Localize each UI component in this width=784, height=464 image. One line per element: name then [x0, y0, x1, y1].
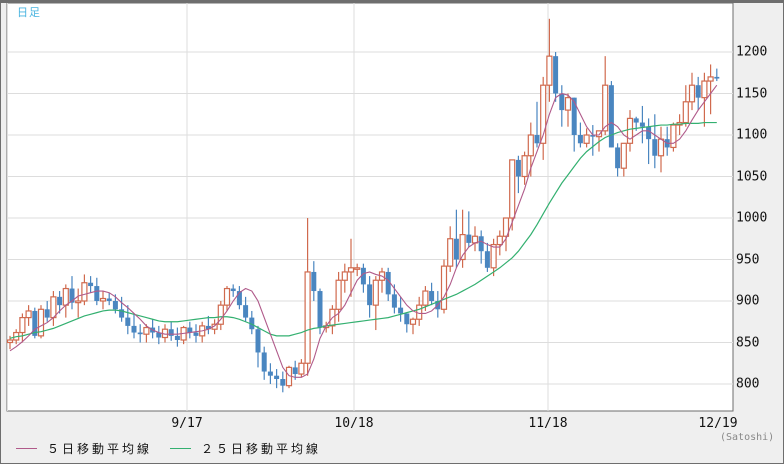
x-tick-label: 11/18: [528, 416, 568, 431]
y-tick-label: 1050: [736, 169, 768, 184]
plot-area: [6, 2, 734, 412]
ma5-line: [9, 84, 718, 378]
y-tick-label: 950: [736, 252, 760, 267]
candles: [6, 18, 720, 393]
y-tick-label: 1000: [736, 210, 768, 226]
period-label: 日足: [17, 6, 41, 19]
ma25-swatch-icon: [170, 448, 192, 449]
unit-label: (Satoshi): [720, 432, 775, 443]
y-tick-label: 1100: [736, 127, 768, 143]
y-tick-label: 800: [736, 376, 760, 392]
x-tick-label: 12/19: [698, 416, 738, 431]
y-tick-label: 900: [736, 293, 760, 309]
legend-label-ma5: ５日移動平均線: [47, 442, 153, 456]
y-tick-label: 850: [736, 335, 760, 350]
y-tick-label: 1200: [736, 44, 768, 60]
x-tick-label: 9/17: [171, 416, 203, 431]
legend-label-ma25: ２５日移動平均線: [201, 442, 322, 456]
legend-item-ma5: ５日移動平均線: [16, 440, 152, 457]
ma25-line: [9, 121, 717, 339]
ma5-swatch-icon: [16, 448, 37, 449]
legend: ５日移動平均線 ２５日移動平均線: [16, 440, 339, 457]
x-tick-label: 10/18: [334, 416, 374, 431]
y-tick-label: 1150: [736, 86, 768, 101]
legend-item-ma25: ２５日移動平均線: [170, 440, 321, 457]
